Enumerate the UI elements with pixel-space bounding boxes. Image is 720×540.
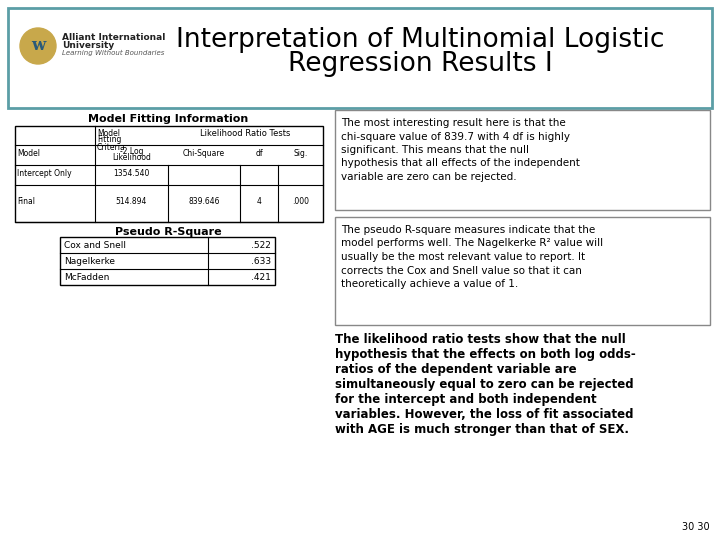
Text: df: df [255,150,263,159]
Text: .421: .421 [251,273,271,281]
Circle shape [20,28,56,64]
Text: for the intercept and both independent: for the intercept and both independent [335,393,597,406]
Text: simultaneously equal to zero can be rejected: simultaneously equal to zero can be reje… [335,378,634,391]
Text: .522: .522 [251,240,271,249]
Text: Chi-Square: Chi-Square [183,150,225,159]
Text: McFadden: McFadden [64,273,109,281]
Text: theoretically achieve a value of 1.: theoretically achieve a value of 1. [341,279,518,289]
Text: usually be the most relevant value to report. It: usually be the most relevant value to re… [341,252,585,262]
Text: .000: .000 [292,198,309,206]
Text: Criteria: Criteria [97,143,126,152]
Text: with AGE is much stronger than that of SEX.: with AGE is much stronger than that of S… [335,423,629,436]
Text: variables. However, the loss of fit associated: variables. However, the loss of fit asso… [335,408,634,421]
Bar [8,8,712,108]
Text: chi-square value of 839.7 with 4 df is highly: chi-square value of 839.7 with 4 df is h… [341,132,570,141]
Text: The pseudo R-square measures indicate that the: The pseudo R-square measures indicate th… [341,225,595,235]
Text: Alliant International: Alliant International [62,32,166,42]
Bar [335,110,710,210]
Text: The most interesting result here is that the: The most interesting result here is that… [341,118,566,128]
Text: Likelihood: Likelihood [112,153,151,163]
Text: hypothesis that the effects on both log odds-: hypothesis that the effects on both log … [335,348,636,361]
Text: University: University [62,40,114,50]
Text: variable are zero can be rejected.: variable are zero can be rejected. [341,172,517,182]
Text: significant. This means that the null: significant. This means that the null [341,145,529,155]
Text: 839.646: 839.646 [188,198,220,206]
Text: Likelihood Ratio Tests: Likelihood Ratio Tests [200,130,291,138]
Text: 1354.540: 1354.540 [113,170,150,179]
Text: 4: 4 [256,198,261,206]
Text: Learning Without Boundaries: Learning Without Boundaries [62,50,164,56]
Text: corrects the Cox and Snell value so that it can: corrects the Cox and Snell value so that… [341,266,582,275]
Text: Nagelkerke: Nagelkerke [64,256,115,266]
Text: hypothesis that all effects of the independent: hypothesis that all effects of the indep… [341,159,580,168]
Text: w: w [31,37,45,55]
Bar [60,237,275,285]
Text: Model: Model [97,129,120,138]
Text: .633: .633 [251,256,271,266]
Text: 514.894: 514.894 [116,198,147,206]
Text: Cox and Snell: Cox and Snell [64,240,126,249]
Text: Fitting: Fitting [97,136,122,145]
Bar [335,217,710,325]
Text: Final: Final [17,198,35,206]
Text: Model: Model [17,150,40,159]
Text: -2 Log: -2 Log [120,146,143,156]
Text: model performs well. The Nagelkerke R² value will: model performs well. The Nagelkerke R² v… [341,239,603,248]
Text: 30 30: 30 30 [683,522,710,532]
Text: Interpretation of Multinomial Logistic: Interpretation of Multinomial Logistic [176,27,665,53]
Text: Sig.: Sig. [293,150,307,159]
Text: ratios of the dependent variable are: ratios of the dependent variable are [335,363,577,376]
Text: The likelihood ratio tests show that the null: The likelihood ratio tests show that the… [335,333,626,346]
Text: Pseudo R-Square: Pseudo R-Square [114,227,221,237]
Text: Regression Results I: Regression Results I [287,51,552,77]
Text: Intercept Only: Intercept Only [17,170,71,179]
Text: Model Fitting Information: Model Fitting Information [88,114,248,124]
Bar [15,126,323,222]
